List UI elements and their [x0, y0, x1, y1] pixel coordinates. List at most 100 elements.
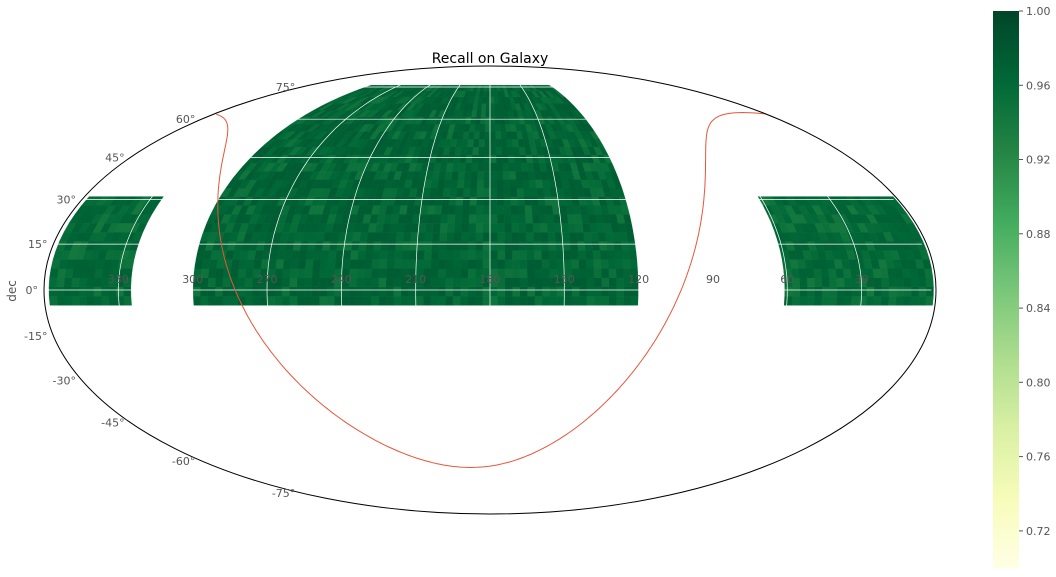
heatmap-cell-north — [467, 277, 476, 288]
heatmap-cell-north — [503, 222, 512, 233]
heatmap-cell-north — [471, 146, 479, 155]
heatmap-cell-north — [440, 205, 449, 215]
heatmap-cell-north — [192, 286, 201, 297]
heatmap-cell-north — [495, 154, 503, 164]
heatmap-cell-north — [454, 213, 463, 224]
heatmap-cell-north — [489, 259, 498, 269]
heatmap-cell-equatorial — [100, 295, 110, 306]
heatmap-cell-north — [475, 231, 484, 242]
heatmap-cell-north — [543, 196, 553, 206]
heatmap-cell-north — [614, 249, 623, 260]
heatmap-cell-north — [475, 249, 483, 260]
heatmap-cell-north — [483, 162, 491, 172]
heatmap-cell-north — [469, 196, 477, 206]
heatmap-cell-north — [485, 103, 491, 111]
heatmap-cell-north — [370, 268, 380, 278]
colorbar-tick-label: 0.80 — [1026, 376, 1051, 389]
heatmap-cell-north — [482, 187, 491, 197]
heatmap-cell-equatorial — [910, 286, 919, 297]
heatmap-cell-north — [527, 286, 535, 297]
grid-meridian — [415, 66, 491, 514]
heatmap-cell-equatorial — [820, 268, 830, 278]
heatmap-cell-equatorial — [821, 277, 830, 288]
heatmap-cell-north — [304, 286, 312, 297]
heatmap-cell-north — [363, 277, 372, 288]
heatmap-cell-north — [452, 268, 461, 278]
heatmap-cell-north — [445, 286, 453, 297]
heatmap-cell-north — [401, 240, 411, 251]
heatmap-cell-north — [432, 222, 441, 233]
heatmap-cell-north — [355, 286, 364, 297]
heatmap-cell-north — [562, 240, 571, 251]
heatmap-cell-north — [483, 170, 491, 180]
heatmap-cell-north — [532, 231, 542, 242]
heatmap-cell-north — [502, 187, 511, 197]
y-axis-label: dec — [5, 280, 19, 302]
heatmap-cell-north — [593, 295, 602, 306]
heatmap-cell-north — [467, 231, 476, 242]
heatmap-cell-north — [366, 231, 376, 242]
heatmap-cell-equatorial — [93, 286, 102, 297]
grid-meridian — [489, 66, 863, 514]
heatmap-cell-north — [482, 286, 491, 297]
heatmap-cell-north — [404, 213, 414, 224]
heatmap-cell-north — [495, 162, 503, 172]
heatmap-cell-north — [468, 213, 477, 224]
heatmap-cell-equatorial — [829, 286, 838, 297]
heatmap-cell-north — [568, 231, 578, 242]
heatmap-cell-north — [424, 231, 433, 242]
heatmap-cell-north — [489, 162, 497, 172]
heatmap-cell-north — [628, 249, 638, 260]
heatmap-cell-north — [493, 103, 500, 111]
heatmap-cell-north — [583, 231, 592, 242]
heatmap-cell-equatorial — [858, 286, 867, 297]
heatmap-cell-north — [511, 231, 520, 242]
heatmap-cell-north — [541, 268, 550, 278]
heatmap-cell-north — [470, 162, 479, 172]
heatmap-cell-north — [214, 286, 223, 297]
heatmap-cell-north — [605, 240, 615, 251]
heatmap-cell-equatorial — [843, 286, 852, 297]
heatmap-cell-north — [222, 286, 231, 297]
heatmap-cell-north — [467, 249, 476, 260]
heatmap-cell-equatorial — [798, 295, 808, 306]
heatmap-cell-north — [333, 286, 342, 297]
heatmap-cell-north — [526, 249, 535, 260]
heatmap-cell-north — [601, 277, 610, 288]
heatmap-cell-north — [524, 205, 533, 215]
heatmap-cell-north — [509, 179, 517, 189]
heatmap-cell-north — [512, 286, 520, 297]
heatmap-cell-north — [446, 231, 455, 242]
heatmap-cell-north — [601, 286, 610, 297]
heatmap-cell-equatorial — [886, 268, 896, 278]
heatmap-cell-north — [430, 277, 439, 288]
heatmap-cell-north — [489, 179, 497, 189]
heatmap-cell-north — [267, 259, 277, 269]
heatmap-cell-north — [417, 222, 427, 233]
heatmap-cell-north — [482, 222, 491, 233]
heatmap-cell-north — [622, 259, 631, 269]
heatmap-cell-north — [386, 259, 395, 269]
heatmap-cell-north — [363, 268, 372, 278]
heatmap-cell-north — [482, 231, 491, 242]
heatmap-cell-north — [600, 295, 610, 306]
heatmap-cell-north — [296, 295, 305, 306]
heatmap-cell-north — [393, 268, 402, 278]
heatmap-cell-north — [461, 222, 469, 233]
heatmap-cell-north — [489, 131, 496, 140]
heatmap-cell-equatorial — [108, 295, 117, 306]
heatmap-cell-north — [499, 116, 506, 125]
heatmap-cell-north — [518, 240, 527, 251]
heatmap-cell-north — [463, 170, 472, 180]
heatmap-cell-equatorial — [836, 286, 845, 297]
heatmap-cell-north — [497, 240, 505, 251]
heatmap-cell-equatorial — [925, 277, 934, 288]
heatmap-cell-north — [259, 286, 268, 297]
heatmap-cell-equatorial — [115, 286, 124, 297]
heatmap-cell-north — [475, 205, 484, 215]
heatmap-cell-north — [304, 259, 314, 269]
heatmap-cell-north — [341, 286, 349, 297]
heatmap-cell-north — [229, 295, 239, 306]
heatmap-cell-equatorial — [828, 295, 838, 306]
heatmap-cell-north — [513, 154, 521, 164]
